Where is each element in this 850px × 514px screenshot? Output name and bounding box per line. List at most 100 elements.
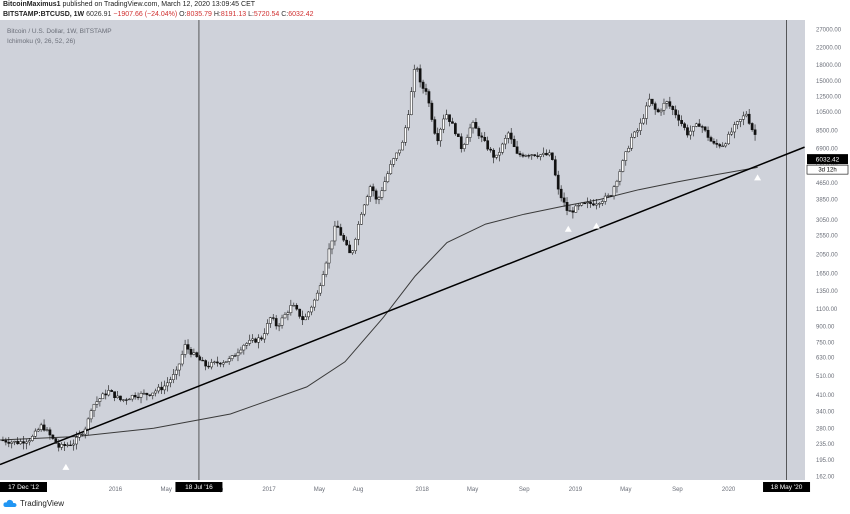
candle-body-down (1, 439, 5, 442)
candle-body-up (694, 123, 698, 127)
candle-body-up (177, 363, 181, 371)
price-tick-label: 2050.00 (816, 253, 838, 259)
moving-average-line (0, 166, 758, 441)
price-chart[interactable]: 27000.00 22000.00 18000.00 15000.00 12500.00… (0, 0, 850, 497)
candle-body-up (377, 197, 381, 200)
candle-body-up (213, 361, 216, 363)
candle-body-down (207, 365, 210, 368)
candle-body-up (130, 395, 134, 400)
last-price-tag-text: 6032.42 (816, 157, 840, 164)
candle-body-up (72, 443, 75, 446)
price-tick-label: 8500.00 (816, 128, 838, 134)
candle-body-down (556, 174, 560, 190)
time-tick-label: Sep (519, 487, 530, 493)
candle-body-up (612, 186, 616, 197)
candle-body-down (459, 136, 463, 149)
candle-body-down (48, 429, 52, 436)
candle-body-down (218, 362, 222, 365)
candle-body-up (327, 248, 331, 264)
candle-body-down (533, 154, 537, 157)
candle-body-down (536, 155, 539, 157)
time-axis-tag-text: 17 Dec '12 (8, 484, 39, 491)
candle-body-up (92, 404, 96, 411)
candle-body-down (22, 441, 25, 444)
price-tick-label: 162.00 (816, 474, 835, 480)
candle-body-up (659, 109, 663, 113)
price-axis[interactable]: 27000.00 22000.00 18000.00 15000.00 12500.00… (816, 27, 842, 480)
candle-body-up (192, 352, 196, 355)
price-tick-label: 900.00 (816, 325, 835, 331)
candle-body-down (668, 101, 672, 107)
close-value: 6032.42 (288, 11, 314, 18)
moving-average-path (0, 166, 758, 441)
candle-body-down (674, 109, 678, 116)
candle-body-down (7, 441, 11, 444)
candle-body-up (221, 362, 225, 365)
candle-body-up (277, 325, 281, 327)
candle-body-up (665, 101, 669, 104)
price-tick-label: 630.00 (816, 356, 835, 362)
candle-body-down (63, 444, 66, 446)
candle-body-down (301, 316, 304, 321)
candle-body-down (271, 317, 275, 319)
price-tick-label: 22000.00 (816, 45, 842, 51)
up-arrow-marker (592, 222, 600, 229)
candle-body-down (233, 355, 237, 357)
candle-body-down (136, 396, 140, 399)
candle-body-up (171, 374, 175, 380)
candle-body-up (248, 340, 252, 344)
candle-body-down (492, 149, 495, 158)
candle-body-down (518, 153, 522, 156)
candle-body-up (89, 410, 93, 420)
candle-body-down (474, 122, 478, 129)
candle-body-up (107, 390, 111, 396)
candle-body-down (565, 202, 569, 211)
candle-body-up (75, 436, 78, 445)
candle-body-down (186, 344, 190, 350)
trendline[interactable] (0, 146, 805, 466)
time-tick-label: May (620, 487, 631, 493)
candle-body-down (571, 210, 575, 213)
candle-body-down (527, 155, 531, 157)
candle-body-up (180, 354, 184, 365)
candle-body-down (16, 440, 19, 445)
candle-body-up (574, 205, 578, 213)
candle-body-up (86, 418, 90, 430)
candle-body-up (83, 428, 87, 435)
chart-header: BitcoinMaximus1 published on TradingView… (0, 0, 850, 20)
candle-body-down (700, 126, 704, 128)
candle-body-up (127, 398, 131, 401)
candle-body-down (653, 103, 657, 110)
candle-body-up (28, 440, 31, 443)
candle-body-up (183, 344, 187, 355)
tradingview-logo[interactable]: TradingView (3, 499, 64, 508)
candle-body-down (113, 391, 116, 399)
time-tick-label: Aug (353, 487, 364, 493)
price-tick-label: 1100.00 (816, 307, 838, 313)
price-tick-label: 3850.00 (816, 198, 838, 204)
symbol-label: BITSTAMP:BTCUSD, 1W (3, 11, 85, 18)
candle-body-down (145, 392, 149, 396)
time-tick-label: Sep (672, 487, 683, 493)
trendline-path[interactable] (0, 146, 805, 466)
candle-body-up (330, 240, 334, 250)
candle-body-up (530, 154, 534, 156)
candle-body-up (283, 314, 287, 319)
candle-body-up (116, 395, 119, 399)
candle-body-up (586, 202, 589, 204)
candle-body-down (753, 129, 757, 135)
candle-body-up (600, 201, 604, 204)
candle-body-down (454, 123, 457, 135)
candle-body-down (436, 133, 440, 142)
author-name[interactable]: BitcoinMaximus1 (3, 1, 61, 8)
candle-body-up (624, 151, 628, 161)
candle-body-down (371, 186, 375, 192)
candle-body-up (577, 204, 581, 207)
candle-body-down (421, 81, 425, 89)
price-tick-label: 18000.00 (816, 63, 842, 69)
candle-body-up (60, 444, 64, 448)
candle-body-down (677, 114, 681, 121)
time-axis-tag (175, 482, 223, 492)
candle-body-up (741, 115, 745, 120)
candle-body-down (69, 444, 72, 447)
